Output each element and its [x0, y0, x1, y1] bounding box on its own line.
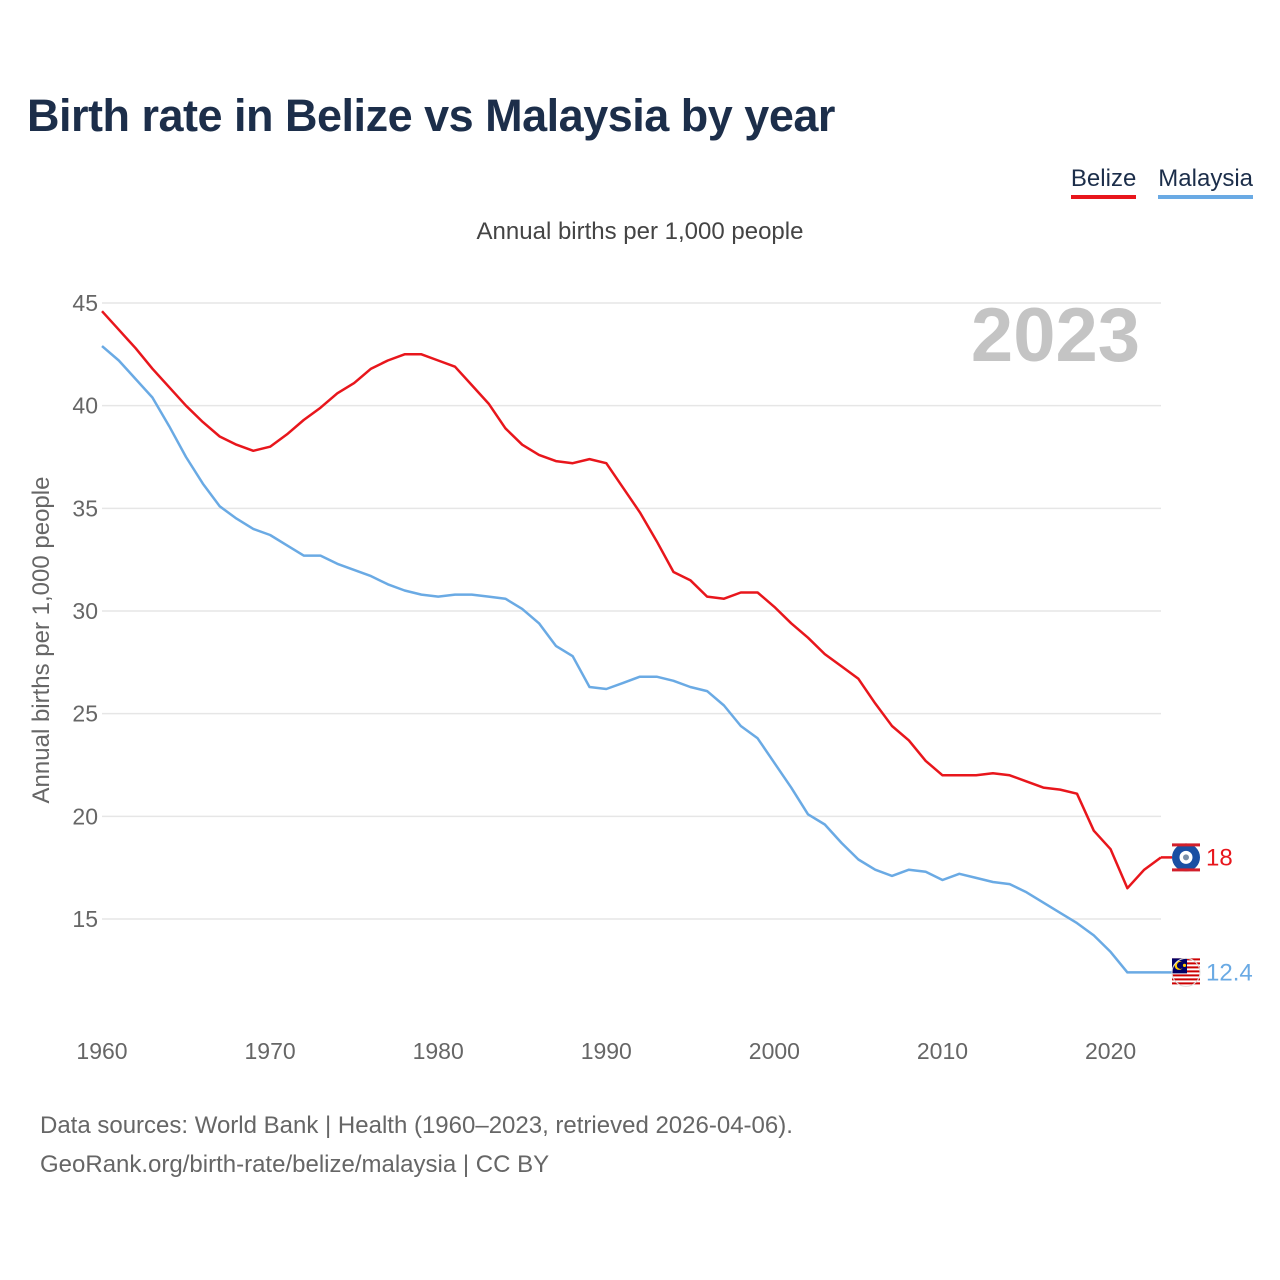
- legend-item-malaysia[interactable]: Malaysia: [1158, 165, 1253, 199]
- y-tick-label: 35: [72, 495, 98, 521]
- source-note: Data sources: World Bank | Health (1960–…: [40, 1106, 793, 1184]
- legend-item-belize[interactable]: Belize: [1070, 165, 1137, 199]
- x-axis-ticks: 1960 1970 1980 1990 2000 2010 2020: [76, 1038, 1136, 1064]
- y-axis-ticks: 15 20 25 30 35 40 45: [72, 290, 98, 932]
- x-tick-label: 2010: [917, 1038, 968, 1064]
- y-tick-label: 15: [72, 906, 98, 932]
- series-line-belize: [101, 310, 1162, 890]
- end-markers: 18 12.4: [1161, 843, 1253, 987]
- x-tick-label: 2000: [749, 1038, 800, 1064]
- y-tick-label: 45: [72, 290, 98, 316]
- x-tick-label: 1980: [413, 1038, 464, 1064]
- year-watermark: 2023: [970, 293, 1140, 378]
- y-tick-label: 25: [72, 701, 98, 727]
- x-tick-label: 1960: [76, 1038, 127, 1064]
- x-tick-label: 1970: [245, 1038, 296, 1064]
- end-label-malaysia: 12.4: [1206, 959, 1253, 986]
- y-tick-label: 20: [72, 803, 98, 829]
- end-label-belize: 18: [1206, 844, 1233, 871]
- y-tick-label: 30: [72, 598, 98, 624]
- chart-subtitle: Annual births per 1,000 people: [476, 218, 804, 245]
- legend: Belize Malaysia: [1070, 165, 1253, 199]
- flag-icon-malaysia: [1171, 957, 1201, 987]
- x-tick-label: 2020: [1085, 1038, 1136, 1064]
- series-line-malaysia: [101, 345, 1161, 974]
- chart-title: Birth rate in Belize vs Malaysia by year: [27, 90, 835, 141]
- gridlines: [102, 302, 1161, 920]
- y-tick-label: 40: [72, 393, 98, 419]
- source-line-1: Data sources: World Bank | Health (1960–…: [40, 1112, 793, 1139]
- x-tick-label: 1990: [581, 1038, 632, 1064]
- series-lines: [101, 310, 1162, 974]
- flag-icon-belize: [1172, 843, 1200, 872]
- source-line-2: GeoRank.org/birth-rate/belize/malaysia |…: [40, 1151, 550, 1178]
